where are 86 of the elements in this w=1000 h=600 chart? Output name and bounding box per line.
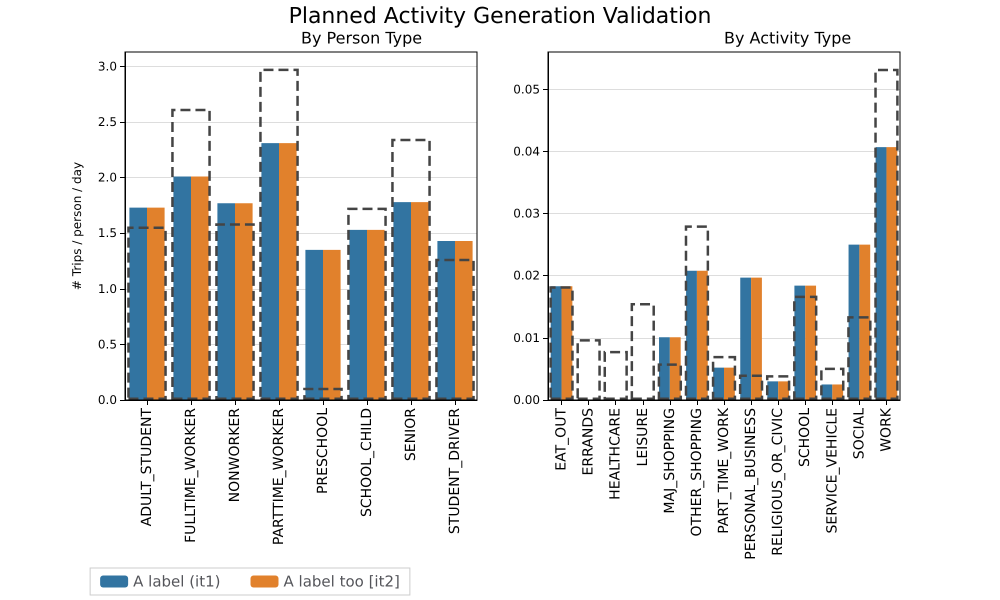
bar [437, 241, 455, 400]
y-tick-label: 0.03 [513, 206, 540, 221]
bar [173, 176, 191, 400]
x-tick-label: SERVICE_VEHICLE [824, 408, 840, 534]
bar [876, 147, 886, 400]
bar [259, 68, 299, 400]
y-tick-label: 0.05 [513, 82, 540, 96]
x-tick-label: MAJ_SHOPPING [662, 408, 678, 514]
y-tick-label: 0.0 [98, 393, 117, 407]
x-tick-label: PRESCHOOL [315, 408, 331, 494]
bar [367, 230, 385, 400]
x-tick-label: SCHOOL [797, 408, 814, 468]
bar [738, 374, 764, 400]
y-tick-label: 1.5 [98, 226, 117, 240]
bar [215, 223, 255, 400]
x-tick-label: FULLTIME_WORKER [183, 408, 199, 543]
bar [349, 230, 367, 400]
bar [848, 244, 860, 400]
y-tick-label: 0.5 [98, 337, 117, 352]
y-tick-label: 0.04 [513, 144, 540, 158]
bar [859, 244, 870, 400]
x-tick-label: ERRANDS [580, 408, 597, 476]
bar [217, 203, 235, 400]
bar [740, 278, 752, 400]
bar [576, 339, 601, 400]
legend-label: A label (it1) [133, 572, 220, 590]
y-tick-label: 2.5 [98, 115, 117, 130]
x-tick-label: OTHER_SHOPPING [688, 408, 705, 536]
bar [347, 208, 387, 400]
x-tick-label: EAT_OUT [554, 408, 570, 471]
bar [793, 296, 818, 400]
x-tick-label: SENIOR [403, 408, 419, 462]
bar [235, 203, 253, 400]
x-tick-label: NONWORKER [227, 408, 243, 502]
bar [659, 337, 670, 400]
chart-subtitle: By Person Type [301, 28, 422, 48]
bar [303, 388, 343, 400]
bar [751, 278, 762, 400]
bar [766, 375, 790, 400]
x-tick-label: PART_TIME_WORK [716, 407, 732, 534]
chart-title: By Activity Type [724, 28, 852, 48]
bar [171, 108, 211, 400]
bar [604, 350, 628, 400]
x-tick-label: STUDENT_DRIVER [447, 408, 463, 534]
bar [658, 363, 682, 400]
bar [129, 208, 147, 400]
y-tick-label: 0.00 [513, 393, 540, 407]
legend-label: A label too [it2] [284, 572, 400, 590]
bar [847, 316, 872, 400]
bar [147, 208, 165, 400]
x-tick-label: PERSONAL_BUSINESS [743, 408, 760, 560]
y-tick-label: 1.0 [98, 282, 117, 296]
bar [261, 143, 279, 400]
bar [549, 286, 574, 400]
y-tick-label: 0.01 [513, 330, 540, 345]
bar [435, 258, 475, 400]
bar [279, 143, 297, 400]
bar [886, 147, 898, 400]
y-tick-label: 0.02 [513, 268, 540, 283]
bar [630, 303, 655, 400]
bar [712, 356, 736, 400]
bar [455, 241, 473, 400]
bar [411, 202, 429, 400]
y-tick-label: 3.0 [98, 59, 117, 74]
bar [323, 250, 341, 400]
bar [684, 225, 710, 400]
x-tick-label: SCHOOL_CHILD [359, 408, 375, 518]
bar [127, 226, 167, 400]
x-tick-label: WORK [878, 407, 894, 452]
bar [191, 176, 209, 400]
x-tick-label: RELIGIOUS_OR_CIVIC [770, 408, 786, 556]
bar [805, 286, 816, 400]
chart-title: Planned Activity Generation Validation [288, 4, 712, 29]
bar [393, 202, 411, 400]
x-tick-label: HEALTHCARE [608, 408, 624, 500]
bar [305, 250, 323, 400]
bar [391, 138, 431, 400]
x-tick-label: SOCIAL [851, 408, 868, 460]
bar [686, 270, 697, 400]
bar [820, 368, 844, 400]
bar [874, 68, 899, 400]
y-axis-title: # Trips / person / day [70, 162, 84, 290]
y-tick-label: 2.0 [98, 170, 117, 185]
x-tick-label: LEISURE [634, 408, 651, 466]
x-tick-label: ADULT_STUDENT [139, 408, 155, 526]
x-tick-label: PARTTIME_WORKER [271, 408, 287, 546]
